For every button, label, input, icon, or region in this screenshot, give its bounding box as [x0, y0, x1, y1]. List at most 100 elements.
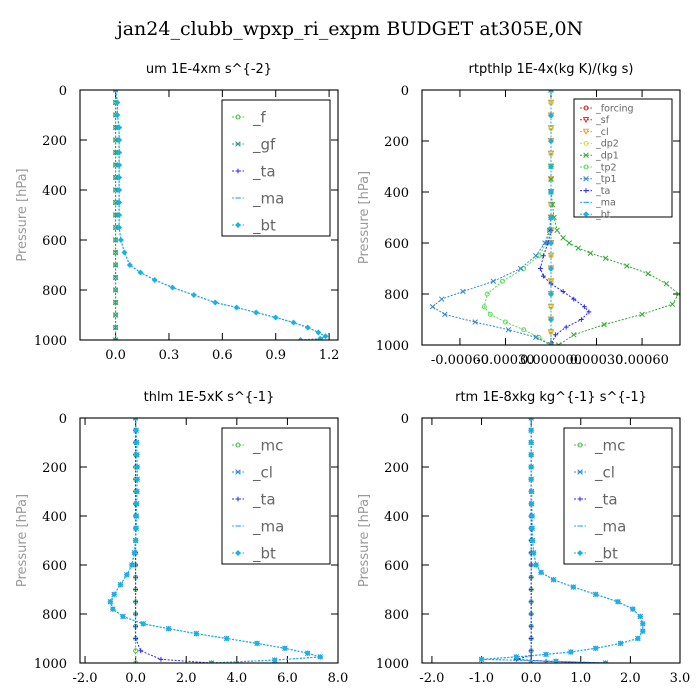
data-point [571, 296, 577, 302]
data-point [223, 635, 230, 642]
data-point [577, 469, 583, 475]
data-point [528, 418, 534, 421]
data-point [109, 606, 116, 613]
data-point [438, 296, 445, 302]
data-point [528, 439, 535, 446]
data-point [528, 500, 535, 507]
data-point [112, 237, 119, 243]
panel-title: rtpthlp 1E-4x(kg K)/(kg s) [469, 62, 634, 77]
data-point [577, 496, 583, 502]
data-point [112, 212, 119, 218]
data-point [235, 550, 241, 556]
legend-label: _bt [594, 544, 618, 563]
y-axis-label: Pressure [hPa] [15, 494, 30, 587]
data-point [577, 550, 583, 556]
y-tick-label: 200 [42, 134, 67, 149]
legend: _f _gf _ta _ma _bt [221, 99, 331, 237]
data-point [254, 640, 261, 647]
series-group [478, 418, 646, 663]
data-point [315, 329, 322, 336]
data-point [317, 335, 324, 340]
data-point [133, 648, 139, 654]
data-point [645, 270, 651, 277]
data-point [235, 168, 241, 174]
data-point [281, 645, 288, 652]
x-tick-label: 0.9 [265, 348, 286, 363]
plot-frame [421, 417, 681, 664]
x-tick-label: 0.3 [159, 348, 180, 363]
data-point [537, 266, 543, 271]
y-tick-label: 1000 [376, 339, 409, 354]
data-point [212, 299, 219, 306]
data-point [533, 562, 540, 568]
series-group [112, 90, 329, 340]
data-point [133, 660, 139, 663]
data-point [601, 321, 607, 328]
data-point [112, 174, 119, 181]
data-point [553, 332, 558, 338]
chart-panel-1: um 1E-4xm s^{-2} Pressure [hPa] 0 200 400 600… [15, 62, 339, 363]
data-point [114, 112, 121, 118]
y-tick-label: 400 [42, 510, 67, 525]
data-point [120, 613, 126, 620]
data-point [528, 488, 535, 495]
data-point [112, 162, 119, 168]
data-point [133, 636, 139, 641]
legend-box [573, 98, 673, 218]
y-tick-label: 400 [384, 510, 409, 525]
data-point [112, 249, 119, 256]
x-tick-label: -1.0 [469, 671, 494, 686]
y-tick-label: 400 [42, 184, 67, 199]
data-point [586, 309, 592, 315]
data-point [536, 253, 542, 259]
data-point [235, 141, 241, 147]
data-point [133, 439, 140, 446]
data-point [116, 199, 123, 206]
legend-box [221, 427, 331, 565]
data-point [304, 324, 311, 331]
y-tick-label: 0 [401, 412, 409, 427]
y-tick-label: 0 [59, 84, 67, 99]
data-point [112, 337, 119, 340]
legend-label: _cl [252, 463, 273, 482]
data-point [548, 342, 554, 345]
x-tick-label: 4.0 [226, 671, 247, 686]
data-point [112, 324, 119, 331]
data-point [290, 319, 297, 326]
x-tick-label: 0.00060 [615, 353, 669, 368]
data-point [317, 653, 324, 660]
data-point [111, 591, 118, 598]
data-point [132, 418, 139, 421]
data-point [134, 464, 141, 470]
data-point [117, 581, 124, 588]
data-point [134, 476, 141, 483]
data-point [581, 304, 587, 310]
data-point [114, 99, 121, 106]
data-point [193, 630, 200, 637]
data-point [530, 549, 537, 556]
data-point [112, 262, 119, 268]
data-point [233, 304, 240, 311]
legend-label: _tp2 [595, 162, 617, 173]
data-point [548, 138, 554, 144]
y-tick-label: 600 [384, 559, 409, 574]
legend-label: _ma [594, 517, 626, 536]
x-tick-label: 3.0 [670, 671, 691, 686]
data-point [583, 211, 589, 218]
data-point [116, 124, 123, 131]
data-point [528, 476, 535, 483]
y-tick-label: 800 [42, 608, 67, 623]
data-point [113, 337, 119, 340]
data-point [548, 265, 554, 272]
data-point [208, 660, 215, 663]
series-line [431, 90, 552, 345]
y-tick-label: 800 [42, 284, 67, 299]
data-point [528, 611, 534, 617]
data-point [582, 128, 590, 136]
data-point [481, 304, 487, 310]
data-point [554, 227, 560, 234]
data-point [472, 319, 478, 325]
data-point [112, 124, 119, 131]
data-point [548, 90, 554, 93]
